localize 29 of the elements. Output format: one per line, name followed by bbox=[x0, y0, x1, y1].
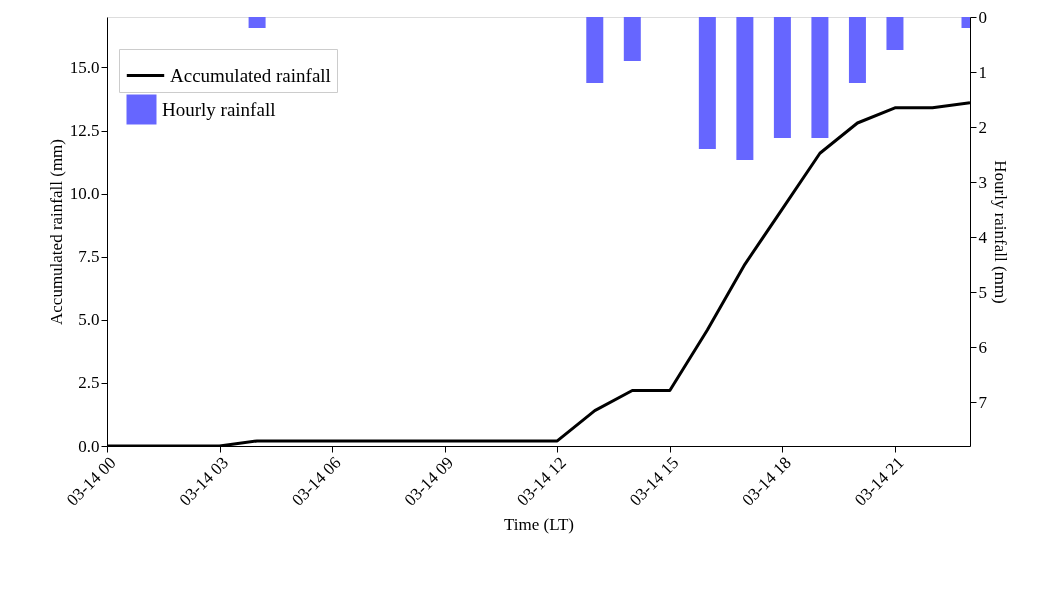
y2-axis-title: Hourly rainfall (mm) bbox=[991, 160, 1010, 304]
bar bbox=[586, 17, 604, 83]
y-tick-label: 10.0 bbox=[69, 184, 100, 204]
y-tick-label: 5.0 bbox=[78, 310, 100, 330]
y-tick-label: 2.5 bbox=[78, 373, 100, 393]
bar bbox=[811, 17, 829, 138]
y-tick-label: 0.0 bbox=[78, 436, 100, 456]
y2-tick-label: 3 bbox=[978, 172, 987, 192]
legend-label: Hourly rainfall bbox=[162, 98, 276, 120]
y2-tick-label: 0 bbox=[978, 7, 987, 27]
y2-tick-label: 6 bbox=[978, 337, 987, 357]
y-tick-label: 12.5 bbox=[69, 121, 100, 141]
bar bbox=[848, 17, 866, 83]
y2-tick-label: 5 bbox=[978, 282, 987, 302]
bar bbox=[623, 17, 641, 61]
y2-tick-label: 4 bbox=[978, 227, 988, 247]
bar bbox=[886, 17, 904, 50]
bar bbox=[698, 17, 716, 149]
y2-tick-label: 7 bbox=[978, 392, 988, 412]
y-axis-title: Accumulated rainfall (mm) bbox=[46, 139, 66, 325]
y2-tick-label: 1 bbox=[978, 62, 987, 82]
y-tick-label: 15.0 bbox=[69, 57, 100, 77]
y2-tick-label: 2 bbox=[978, 117, 987, 137]
x-axis-title: Time (LT) bbox=[503, 514, 575, 534]
bar bbox=[736, 17, 754, 160]
bar bbox=[248, 17, 266, 28]
y-tick-label: 7.5 bbox=[78, 247, 100, 267]
bar bbox=[773, 17, 791, 138]
legend-label: Accumulated rainfall bbox=[170, 64, 331, 86]
